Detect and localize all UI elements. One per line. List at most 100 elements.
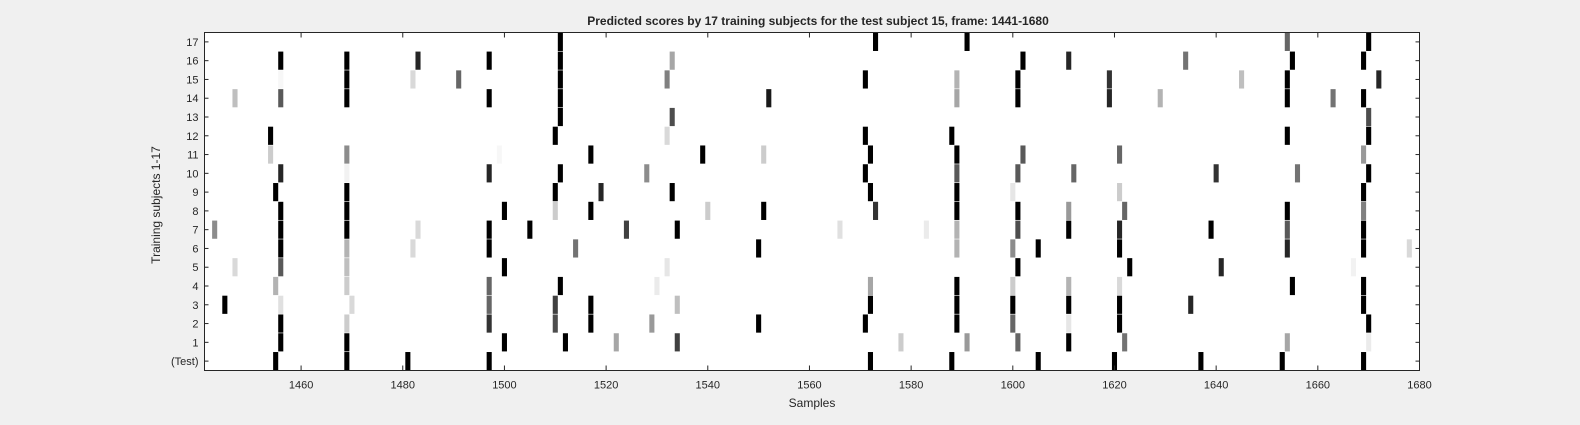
y-tick-label: (Test) bbox=[171, 356, 199, 368]
heat-cell bbox=[761, 201, 767, 220]
heat-cell bbox=[1015, 258, 1021, 277]
heat-cell bbox=[1106, 89, 1112, 108]
heat-cell bbox=[278, 164, 284, 183]
heat-cell bbox=[552, 201, 558, 220]
y-tick-label: 13 bbox=[186, 112, 198, 124]
x-tick-label: 1540 bbox=[696, 380, 720, 392]
heat-cell bbox=[486, 314, 492, 333]
heat-cell bbox=[1361, 276, 1367, 296]
heat-cell bbox=[766, 89, 772, 108]
heat-cell bbox=[649, 314, 655, 333]
heat-cell bbox=[674, 295, 680, 314]
heat-cell bbox=[898, 333, 904, 352]
cell-layer bbox=[212, 32, 1412, 371]
heat-cell bbox=[862, 126, 868, 145]
heat-cell bbox=[557, 32, 563, 51]
heat-cell bbox=[867, 145, 874, 164]
heat-cell bbox=[954, 201, 960, 220]
heat-cell bbox=[1376, 70, 1382, 89]
y-tick-label: 4 bbox=[192, 281, 198, 293]
x-axis: 1460 1480 1500 1520 1540 1560 1580 1600 1620 1640… bbox=[289, 32, 1432, 392]
y-tick-label: 3 bbox=[192, 300, 198, 312]
heat-cell bbox=[964, 333, 970, 352]
heat-cell bbox=[1289, 276, 1295, 296]
heat-cell bbox=[557, 70, 563, 89]
heat-cell bbox=[344, 164, 350, 183]
heat-cell bbox=[1020, 145, 1026, 164]
heat-cell bbox=[415, 51, 421, 70]
heat-cell bbox=[613, 333, 619, 352]
heat-cell bbox=[1035, 239, 1041, 258]
heat-cell bbox=[1020, 51, 1026, 70]
heat-cell bbox=[1117, 220, 1123, 239]
heat-cell bbox=[664, 258, 670, 277]
heat-cell bbox=[588, 295, 594, 314]
heat-cell bbox=[1406, 239, 1412, 258]
heat-cell bbox=[1015, 201, 1021, 220]
heat-cell bbox=[415, 220, 421, 239]
heat-cell bbox=[344, 51, 350, 70]
y-tick-label: 1 bbox=[192, 337, 198, 349]
x-tick-label: 1640 bbox=[1204, 380, 1228, 392]
heat-cell bbox=[1330, 89, 1336, 108]
y-tick-label: 2 bbox=[192, 319, 198, 331]
heat-cell bbox=[1010, 314, 1016, 333]
y-tick-label: 10 bbox=[186, 168, 198, 180]
heat-cell bbox=[344, 70, 350, 89]
heat-cell bbox=[705, 201, 711, 220]
heat-cell bbox=[344, 314, 350, 333]
heat-cell bbox=[486, 220, 492, 239]
heat-cell bbox=[552, 295, 558, 314]
heat-cell bbox=[268, 145, 274, 164]
heat-cell bbox=[1015, 89, 1021, 108]
y-axis-label: Training subjects 1-17 bbox=[149, 146, 163, 264]
heat-cell bbox=[954, 164, 960, 183]
heat-cell bbox=[273, 183, 279, 202]
heat-cell bbox=[669, 51, 675, 70]
y-tick-label: 8 bbox=[192, 206, 198, 218]
heat-cell bbox=[1208, 220, 1214, 239]
heat-cell bbox=[552, 126, 558, 145]
heat-cell bbox=[1361, 220, 1367, 239]
heat-cell bbox=[501, 258, 507, 277]
heat-cell bbox=[273, 276, 279, 296]
heat-cell bbox=[349, 295, 355, 314]
heat-cell bbox=[573, 239, 579, 258]
heat-cell bbox=[1284, 220, 1290, 239]
heat-cell bbox=[1066, 333, 1072, 352]
heat-cell bbox=[344, 89, 350, 108]
heat-cell bbox=[654, 276, 660, 296]
heat-cell bbox=[486, 164, 492, 183]
y-tick-label: 11 bbox=[187, 150, 198, 162]
heat-cell bbox=[756, 239, 762, 258]
heat-cell bbox=[1361, 183, 1367, 202]
heat-cell bbox=[1284, 126, 1290, 145]
heat-cell bbox=[1289, 51, 1295, 70]
x-tick-label: 1660 bbox=[1306, 380, 1330, 392]
heat-cell bbox=[1066, 201, 1072, 220]
heat-cell bbox=[949, 352, 955, 371]
y-tick-label: 17 bbox=[186, 37, 198, 49]
heat-cell bbox=[954, 145, 960, 164]
heat-cell bbox=[1284, 89, 1290, 108]
heat-cell bbox=[486, 89, 492, 108]
heat-cell bbox=[1127, 258, 1133, 277]
heat-cell bbox=[501, 333, 507, 352]
heat-cell bbox=[232, 89, 238, 108]
heat-cell bbox=[410, 70, 416, 89]
chart-title: Predicted scores by 17 training subjects… bbox=[587, 14, 1049, 28]
heat-cell bbox=[964, 32, 970, 51]
heat-cell bbox=[496, 145, 502, 164]
heat-cell bbox=[954, 239, 960, 258]
heat-cell bbox=[486, 276, 492, 296]
heat-cell bbox=[862, 70, 868, 89]
plot-area bbox=[204, 32, 1420, 371]
x-tick-label: 1600 bbox=[1001, 380, 1025, 392]
y-tick-label: 12 bbox=[186, 131, 198, 143]
x-tick-label: 1460 bbox=[289, 380, 313, 392]
heat-cell bbox=[1106, 70, 1112, 89]
heat-cell bbox=[669, 183, 675, 202]
heat-cell bbox=[1183, 51, 1189, 70]
heat-cell bbox=[486, 295, 492, 314]
heat-cell bbox=[273, 352, 279, 371]
